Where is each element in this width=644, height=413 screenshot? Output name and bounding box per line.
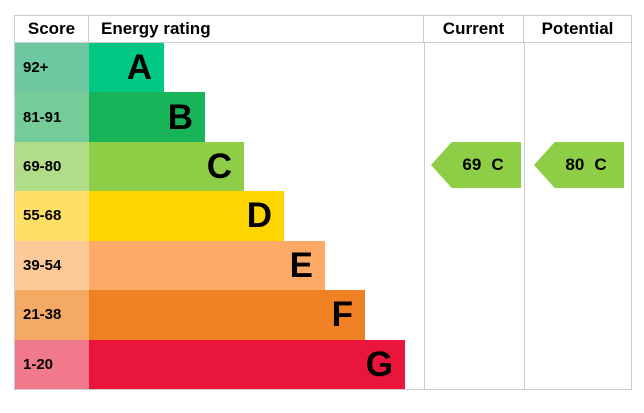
band-row-e: 39-54 E: [15, 240, 631, 291]
score-range-a: 92+: [15, 43, 89, 93]
current-rating-score: 69: [462, 155, 482, 174]
potential-column-divider: [524, 43, 525, 389]
band-bar-b: B: [89, 92, 205, 142]
band-row-g: 1-20 G: [15, 339, 631, 389]
band-letter-g: G: [365, 344, 393, 384]
score-range-f: 21-38: [15, 290, 89, 340]
band-letter-c: C: [206, 147, 232, 187]
band-row-a: 92+ A: [15, 43, 631, 93]
potential-rating-arrow: 80 C: [534, 142, 624, 188]
header-row: Score Energy rating Current Potential: [15, 16, 631, 43]
band-row-b: 81-91 B: [15, 92, 631, 142]
energy-rating-column-header: Energy rating: [101, 19, 211, 38]
current-rating-arrow: 69 C: [431, 142, 521, 188]
band-letter-b: B: [167, 97, 193, 137]
epc-rating-chart: Score Energy rating Current Potential 92…: [14, 15, 632, 390]
band-bar-a: A: [89, 43, 164, 93]
potential-rating-score: 80: [565, 155, 585, 174]
band-letter-d: D: [246, 196, 272, 236]
score-range-e: 39-54: [15, 240, 89, 291]
band-bar-e: E: [89, 240, 325, 291]
band-row-c: 69-80 C: [15, 141, 631, 192]
score-range-b: 81-91: [15, 92, 89, 142]
current-rating-band: C: [491, 155, 504, 174]
score-column-header: Score: [15, 16, 89, 42]
score-range-g: 1-20: [15, 339, 89, 389]
band-row-d: 55-68 D: [15, 191, 631, 241]
band-bar-d: D: [89, 191, 284, 241]
band-bar-g: G: [89, 339, 405, 389]
score-range-c: 69-80: [15, 141, 89, 192]
potential-column-header: Potential: [523, 16, 631, 42]
band-row-f: 21-38 F: [15, 290, 631, 340]
band-letter-a: A: [126, 48, 152, 88]
current-column-divider: [424, 43, 425, 389]
band-bar-f: F: [89, 290, 365, 340]
band-letter-e: E: [289, 245, 313, 285]
score-range-d: 55-68: [15, 191, 89, 241]
band-bar-c: C: [89, 141, 244, 192]
band-rows: 92+ A 81-91 B 69-80 C 55-68 D 39-54: [15, 43, 631, 389]
potential-rating-band: C: [594, 155, 607, 174]
current-column-header: Current: [423, 16, 523, 42]
band-letter-f: F: [331, 295, 353, 335]
